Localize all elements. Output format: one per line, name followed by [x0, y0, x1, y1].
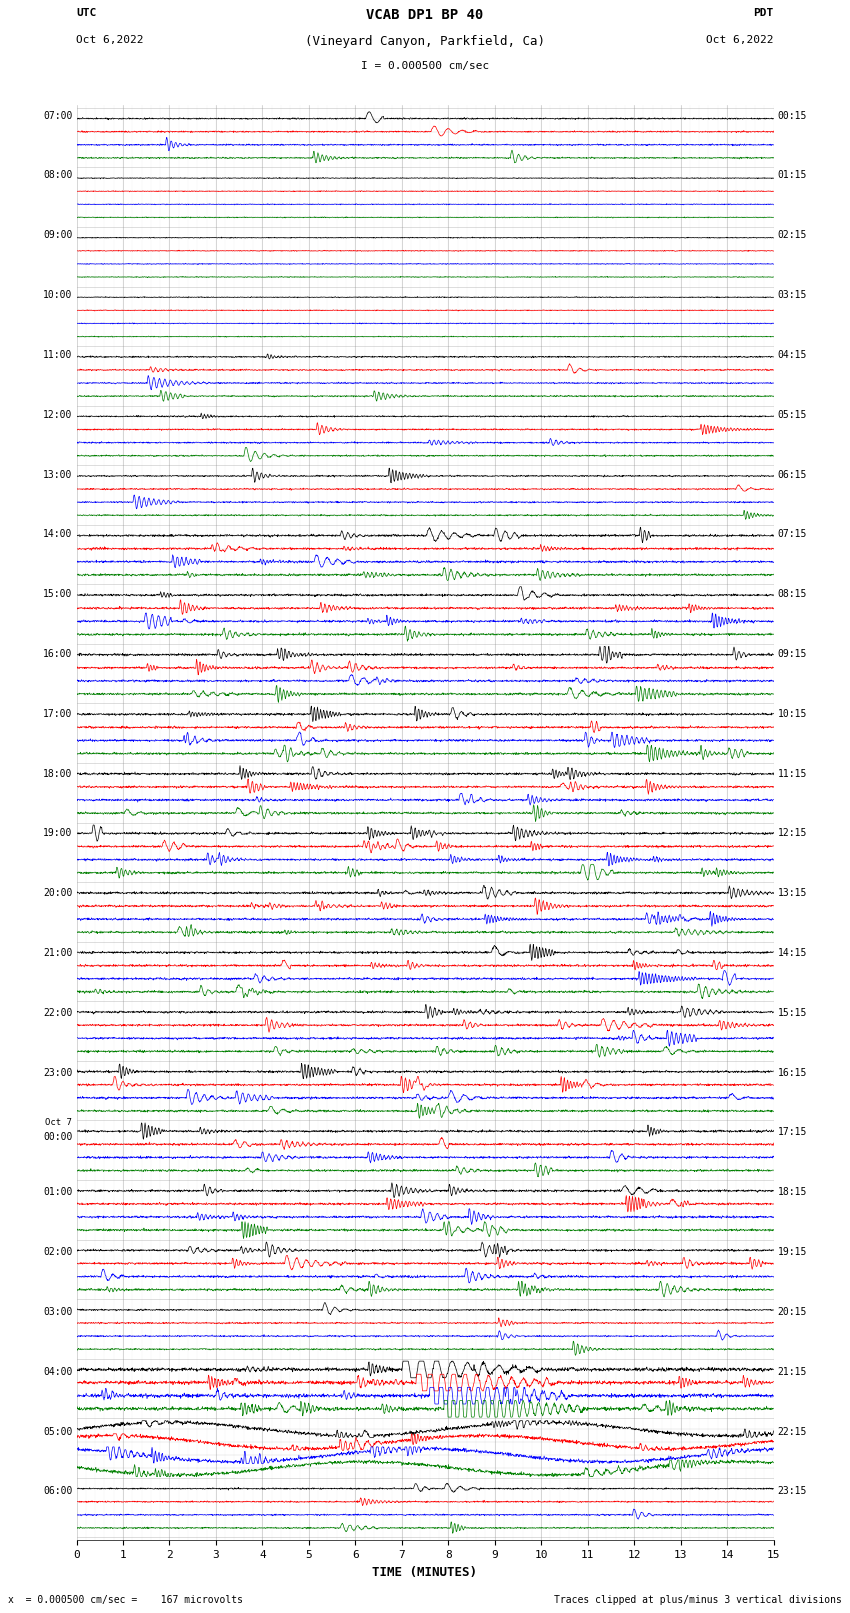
Text: 18:00: 18:00 [42, 768, 72, 779]
Text: Traces clipped at plus/minus 3 vertical divisions: Traces clipped at plus/minus 3 vertical … [553, 1595, 842, 1605]
Text: 21:15: 21:15 [778, 1366, 807, 1378]
Text: UTC: UTC [76, 8, 97, 18]
Text: 03:00: 03:00 [42, 1307, 72, 1316]
Text: 19:00: 19:00 [42, 829, 72, 839]
Text: 19:15: 19:15 [778, 1247, 807, 1257]
Text: 06:15: 06:15 [778, 469, 807, 479]
Text: 06:00: 06:00 [42, 1486, 72, 1497]
Text: 12:15: 12:15 [778, 829, 807, 839]
Text: (Vineyard Canyon, Parkfield, Ca): (Vineyard Canyon, Parkfield, Ca) [305, 35, 545, 48]
Text: 23:15: 23:15 [778, 1486, 807, 1497]
Text: 20:15: 20:15 [778, 1307, 807, 1316]
Text: 05:15: 05:15 [778, 410, 807, 419]
Text: 00:00: 00:00 [42, 1132, 72, 1142]
Text: 18:15: 18:15 [778, 1187, 807, 1197]
Text: 17:00: 17:00 [42, 708, 72, 719]
Text: 02:15: 02:15 [778, 231, 807, 240]
Text: 09:00: 09:00 [42, 231, 72, 240]
Text: Oct 6,2022: Oct 6,2022 [76, 35, 144, 45]
Text: 17:15: 17:15 [778, 1127, 807, 1137]
Text: 12:00: 12:00 [42, 410, 72, 419]
Text: 03:15: 03:15 [778, 290, 807, 300]
Text: Oct 6,2022: Oct 6,2022 [706, 35, 774, 45]
Text: 11:15: 11:15 [778, 768, 807, 779]
Text: 11:00: 11:00 [42, 350, 72, 360]
Text: 20:00: 20:00 [42, 889, 72, 898]
Text: x  = 0.000500 cm/sec =    167 microvolts: x = 0.000500 cm/sec = 167 microvolts [8, 1595, 243, 1605]
Text: 22:15: 22:15 [778, 1426, 807, 1437]
Text: 04:00: 04:00 [42, 1366, 72, 1378]
Text: 15:00: 15:00 [42, 589, 72, 598]
Text: 09:15: 09:15 [778, 648, 807, 660]
Text: 16:00: 16:00 [42, 648, 72, 660]
Text: Oct 7: Oct 7 [45, 1118, 72, 1127]
Text: 16:15: 16:15 [778, 1068, 807, 1077]
Text: 22:00: 22:00 [42, 1008, 72, 1018]
Text: 01:00: 01:00 [42, 1187, 72, 1197]
Text: PDT: PDT [753, 8, 774, 18]
Text: 14:15: 14:15 [778, 948, 807, 958]
Text: 23:00: 23:00 [42, 1068, 72, 1077]
Text: 04:15: 04:15 [778, 350, 807, 360]
Text: 05:00: 05:00 [42, 1426, 72, 1437]
Text: 00:15: 00:15 [778, 111, 807, 121]
Text: 10:00: 10:00 [42, 290, 72, 300]
Text: 10:15: 10:15 [778, 708, 807, 719]
Text: 08:15: 08:15 [778, 589, 807, 598]
Text: VCAB DP1 BP 40: VCAB DP1 BP 40 [366, 8, 484, 23]
Text: 13:15: 13:15 [778, 889, 807, 898]
Text: 07:00: 07:00 [42, 111, 72, 121]
Text: 21:00: 21:00 [42, 948, 72, 958]
Text: 02:00: 02:00 [42, 1247, 72, 1257]
Text: 08:00: 08:00 [42, 171, 72, 181]
Text: 14:00: 14:00 [42, 529, 72, 539]
Text: 07:15: 07:15 [778, 529, 807, 539]
Text: I = 0.000500 cm/sec: I = 0.000500 cm/sec [361, 61, 489, 71]
Text: 15:15: 15:15 [778, 1008, 807, 1018]
Text: 13:00: 13:00 [42, 469, 72, 479]
Text: 01:15: 01:15 [778, 171, 807, 181]
X-axis label: TIME (MINUTES): TIME (MINUTES) [372, 1566, 478, 1579]
